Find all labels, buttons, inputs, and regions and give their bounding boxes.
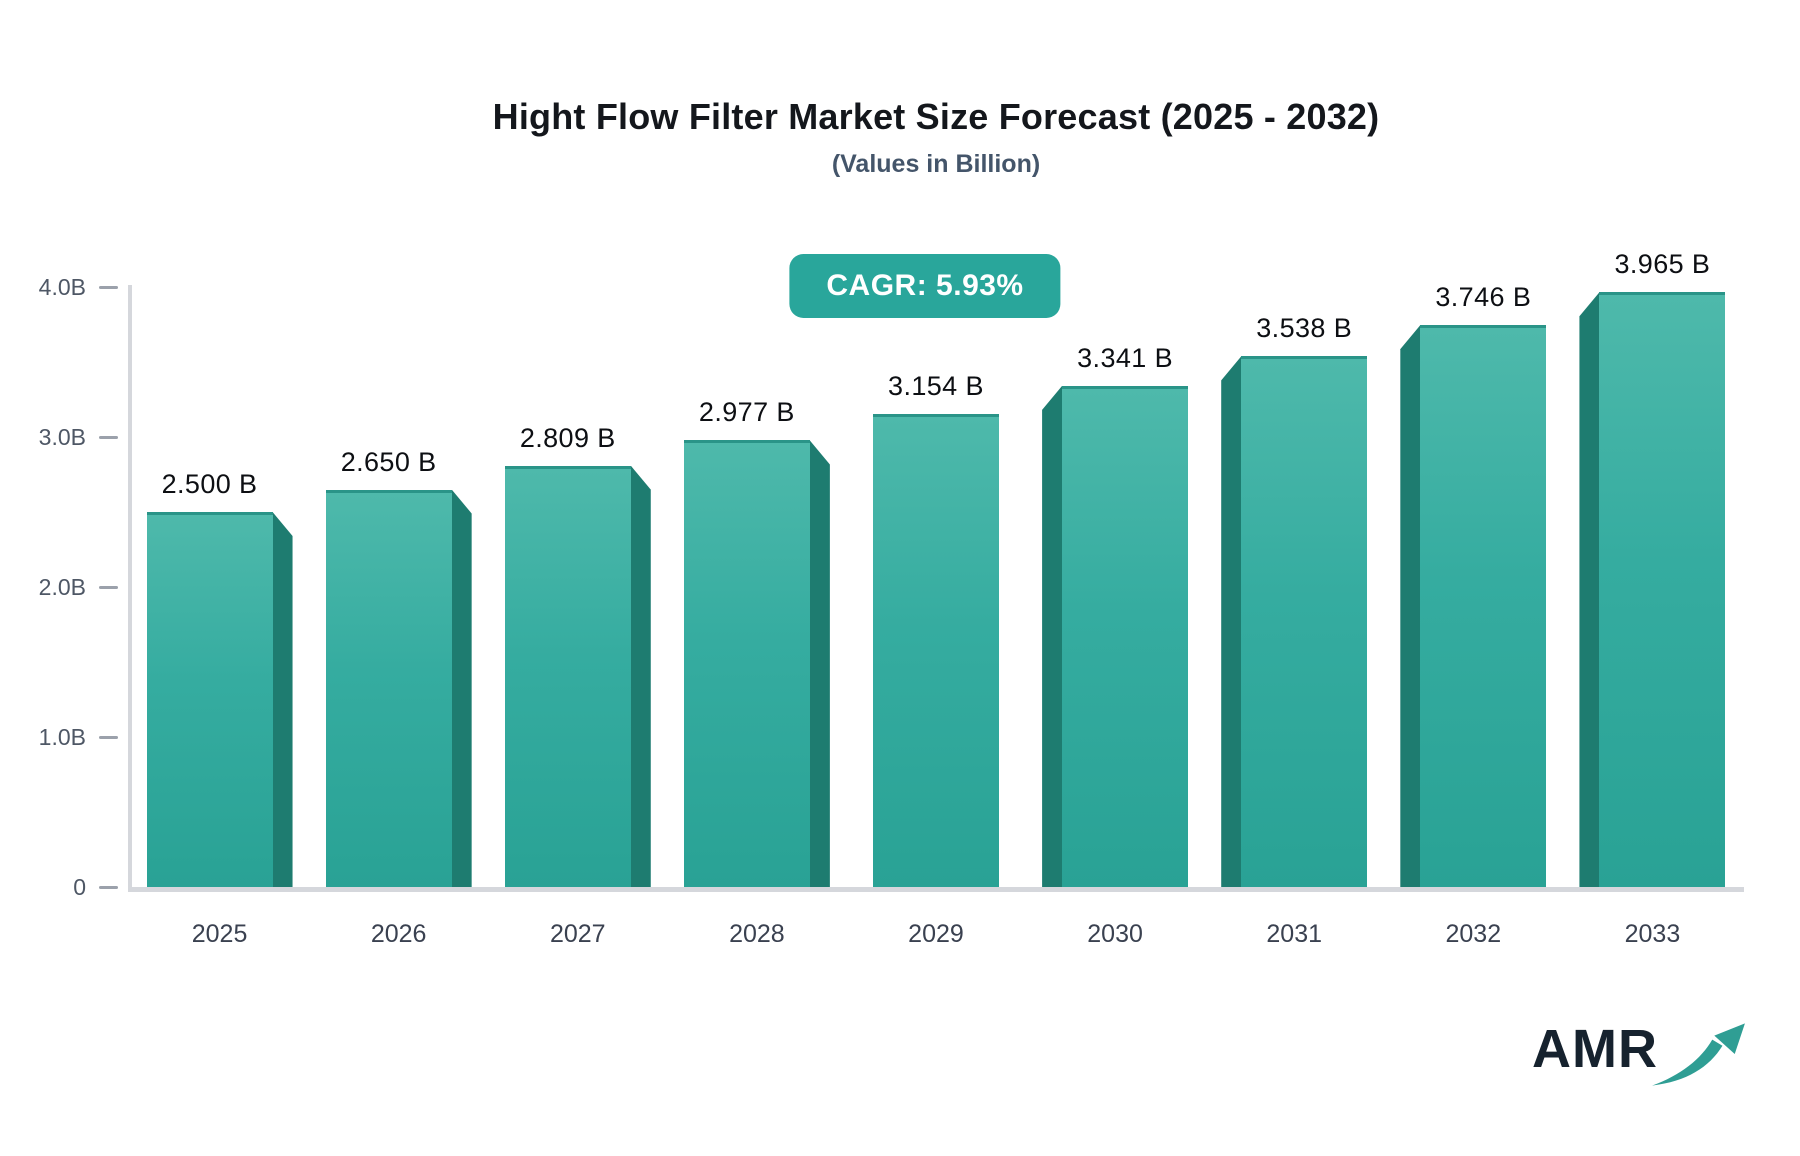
bar-2027: 2.809 B <box>504 423 651 887</box>
x-axis-label-2033: 2033 <box>1624 920 1681 948</box>
bar-2031: 3.538 B <box>1221 313 1368 887</box>
chart-subtitle: (Values in Billion) <box>831 150 1041 178</box>
bar-slot-2029: 2029 3.154 B <box>846 287 1025 948</box>
bar-slot-2025: 2025 2.500 B <box>130 287 309 948</box>
bar-series: 2025 2.500 B 2026 2.650 B 2027 2.809 B 2028 2.9… <box>130 249 1742 948</box>
bar-face <box>1241 356 1368 887</box>
bar-3d-side <box>272 512 293 887</box>
y-tick-mark <box>99 585 118 589</box>
bar-value-label: 2.500 B <box>161 469 258 499</box>
bar-slot-2028: 2028 2.977 B <box>667 287 846 948</box>
x-axis-label-2025: 2025 <box>191 920 248 948</box>
bar-slot-2027: 2027 2.809 B <box>488 287 667 948</box>
bar-3d-side <box>1400 325 1421 887</box>
cagr-badge: CAGR: 5.93% <box>789 254 1061 318</box>
bar-value-label: 2.977 B <box>698 397 795 428</box>
y-tick-label: 4.0B <box>38 273 86 300</box>
bar-3d-side <box>1579 292 1600 887</box>
bar-value-label: 3.965 B <box>1614 249 1711 280</box>
amr-logo-text: AMR <box>1532 1019 1658 1079</box>
bar-3d-side <box>1221 356 1242 887</box>
y-tick-mark <box>99 285 118 289</box>
bar-2033: 3.965 B <box>1579 249 1726 887</box>
y-tick-mark <box>99 735 118 739</box>
x-axis-label-2028: 2028 <box>729 920 785 948</box>
chart-title: Hight Flow Filter Market Size Forecast (… <box>492 96 1380 137</box>
bar-2025: 2.500 B <box>146 469 293 887</box>
bar-face <box>325 489 452 887</box>
y-tick-mark <box>99 885 118 889</box>
x-axis-line <box>128 887 1744 892</box>
amr-logo: AMR <box>1532 1022 1748 1092</box>
x-axis-label-2032: 2032 <box>1445 920 1502 948</box>
bar-slot-2033: 2033 3.965 B <box>1563 249 1742 948</box>
bar-3d-side <box>809 440 830 887</box>
y-tick-label: 3.0B <box>38 423 86 450</box>
y-tick-label: 0 <box>73 873 86 900</box>
bar-face <box>1599 292 1726 887</box>
bar-slot-2032: 2032 3.746 B <box>1384 282 1563 948</box>
bar-face <box>1420 325 1547 887</box>
bar-2028: 2.977 B <box>683 397 830 887</box>
x-axis-label-2026: 2026 <box>370 920 427 948</box>
bar-face <box>504 465 631 887</box>
bar-3d-side <box>1042 385 1063 887</box>
bar-face <box>683 440 810 887</box>
bar-2029: 3.154 B <box>872 371 999 887</box>
bar-3d-side <box>630 465 651 887</box>
bar-slot-2030: 2030 3.341 B <box>1026 287 1205 948</box>
bar-slot-2026: 2026 2.650 B <box>309 287 488 948</box>
y-axis-line <box>128 285 132 889</box>
x-axis-label-2027: 2027 <box>549 920 606 948</box>
bar-face <box>872 413 999 887</box>
bar-2032: 3.746 B <box>1400 282 1547 887</box>
bar-value-label: 2.809 B <box>519 422 616 453</box>
y-tick-label: 2.0B <box>38 573 86 600</box>
y-tick-label: 1.0B <box>38 723 86 750</box>
growth-arrow-icon <box>1652 1023 1745 1086</box>
bar-value-label: 3.746 B <box>1435 282 1532 313</box>
bar-2030: 3.341 B <box>1042 343 1189 887</box>
bar-face <box>1062 385 1189 887</box>
x-axis-label-2029: 2029 <box>908 920 964 948</box>
bar-value-label: 2.650 B <box>340 446 437 477</box>
bar-value-label: 3.154 B <box>888 370 984 401</box>
bar-slot-2031: 2031 3.538 B <box>1205 287 1384 948</box>
x-axis-label-2030: 2030 <box>1087 920 1143 948</box>
bar-face <box>146 512 273 887</box>
bar-2026: 2.650 B <box>325 447 472 887</box>
bar-value-label: 3.538 B <box>1256 313 1353 344</box>
y-tick-mark <box>99 435 118 439</box>
plot-area: 4.0B 3.0B 2.0B 1.0B 0 2025 2.500 B 2026 2.650 B… <box>39 249 1744 948</box>
x-axis-label-2031: 2031 <box>1266 920 1323 948</box>
bar-value-label: 3.341 B <box>1077 342 1174 373</box>
bar-3d-side <box>451 489 472 887</box>
